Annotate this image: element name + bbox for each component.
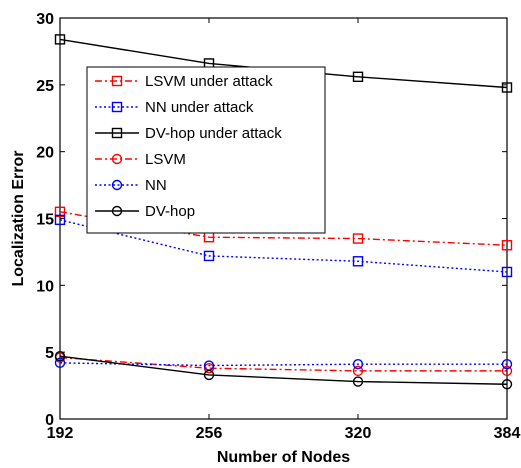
data-point-dv-hop-under-attack [352,71,364,83]
series-dv-hop [54,350,513,390]
y-axis-label: Localization Error [10,150,27,286]
data-point-lsvm-under-attack [54,206,66,218]
legend-entry-lsvm-under-attack: LSVM under attack [95,73,273,90]
x-axis-label: Number of Nodes [217,449,350,466]
legend-marker [111,153,123,165]
data-point-lsvm-under-attack [352,233,364,244]
data-point-nn-under-attack [54,214,66,226]
legend-label: NN under attack [145,99,254,116]
y-tick-label: 10 [36,278,54,295]
data-point-nn [501,358,513,370]
legend-entry-nn-under-attack: NN under attack [95,99,254,116]
legend-label: NN [145,177,167,194]
data-point-dv-hop-under-attack [54,34,66,45]
legend-entry-nn: NN [95,177,167,194]
x-tick-label: 384 [494,425,521,442]
data-point-lsvm [501,365,513,377]
series-nn [54,357,513,371]
legend-entries: LSVM under attack NN under attack DV-hop u… [95,73,282,220]
data-point-lsvm [203,363,215,374]
data-point-dv-hop [501,379,513,390]
y-tick-label: 0 [45,412,54,429]
legend-label: LSVM under attack [145,73,273,90]
data-point-nn-under-attack [501,266,513,278]
data-point-dv-hop [203,369,215,381]
data-point-lsvm [352,365,364,377]
legend-label: DV-hop [145,203,195,220]
data-point-nn [352,358,364,370]
legend-marker [111,179,123,191]
y-tick-label: 5 [45,345,54,362]
series-line-dv-hop [59,355,508,385]
legend-box [86,66,326,234]
legend-marker [111,101,123,113]
legend-marker [111,75,123,87]
y-tick-label: 20 [36,145,54,162]
legend-entry-lsvm: LSVM [95,151,186,168]
x-tick-labels: 192 256 320 384 [47,425,521,442]
x-tick-label: 256 [196,425,223,442]
y-tick-label: 15 [36,212,54,229]
data-point-nn [54,357,66,369]
y-tick-labels: 0 5 10 15 20 25 30 [36,11,54,429]
y-tick-label: 30 [36,11,54,28]
x-tick-label: 192 [47,425,74,442]
legend: LSVM under attack NN under attack DV-hop u… [86,66,326,234]
series-nn-under-attack [54,214,513,278]
data-point-nn-under-attack [352,256,364,267]
data-point-dv-hop [54,350,66,362]
series-line-nn-under-attack [59,219,508,273]
legend-entry-dv-hop-under-attack: DV-hop under attack [95,125,282,142]
legend-marker [111,127,123,139]
legend-label: LSVM [145,151,186,168]
data-point-dv-hop-under-attack [501,82,513,93]
legend-entry-dv-hop: DV-hop [95,203,195,220]
data-point-dv-hop [352,376,364,387]
y-tick-label: 25 [36,78,54,95]
legend-label: DV-hop under attack [145,125,282,142]
data-point-lsvm-under-attack [501,240,513,251]
x-tick-label: 320 [345,425,372,442]
legend-marker [111,205,123,217]
data-point-nn-under-attack [203,250,215,262]
